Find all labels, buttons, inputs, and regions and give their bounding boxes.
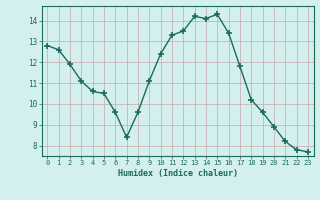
X-axis label: Humidex (Indice chaleur): Humidex (Indice chaleur) <box>118 169 237 178</box>
